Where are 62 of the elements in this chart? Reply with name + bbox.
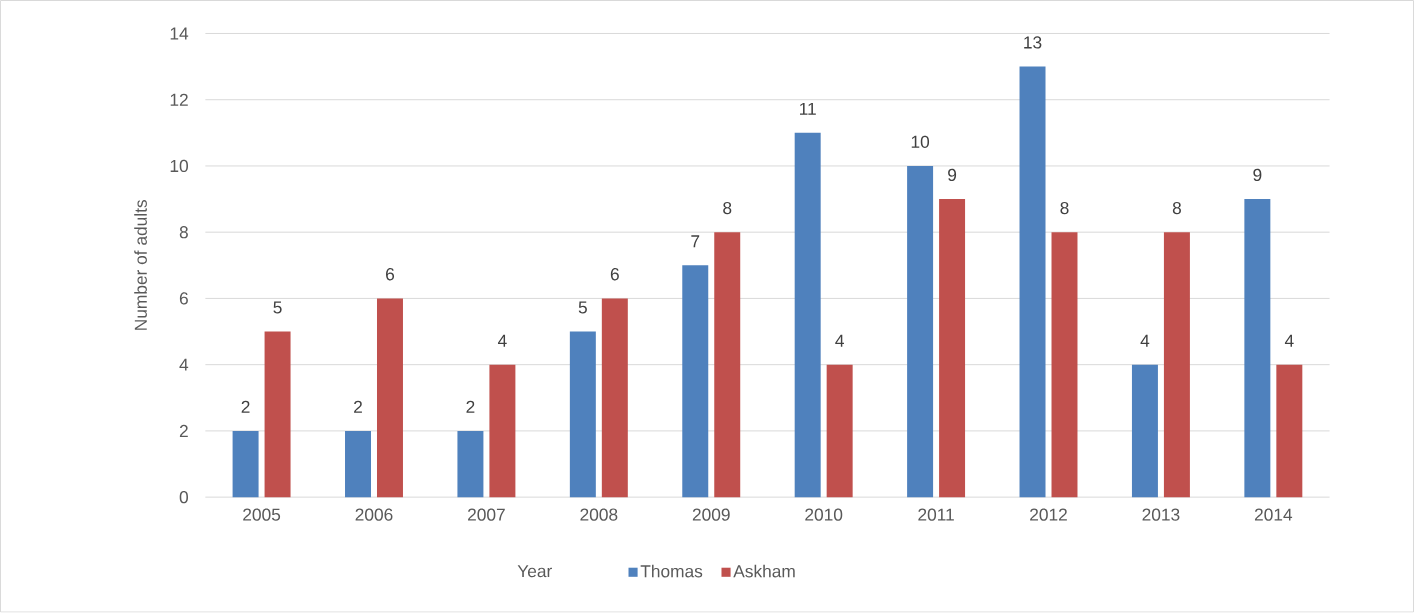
- y-tick-label: 4: [179, 358, 189, 371]
- x-tick-label: 2014: [1254, 508, 1293, 521]
- bar: [1019, 66, 1046, 498]
- data-label: 4: [1284, 334, 1294, 347]
- bar: [1276, 364, 1303, 498]
- x-tick-label: 2007: [468, 508, 505, 521]
- data-label: 11: [800, 103, 816, 116]
- y-tick-label: 2: [179, 425, 188, 438]
- x-tick-label: 2012: [1030, 508, 1067, 521]
- bar: [1244, 199, 1271, 498]
- bar: [826, 364, 853, 498]
- bar: [714, 232, 741, 498]
- data-label: 8: [1172, 202, 1181, 215]
- legend-label: Askham: [733, 564, 795, 578]
- x-tick-label: 2006: [355, 508, 393, 521]
- data-label: 7: [691, 235, 700, 248]
- data-label: 13: [1024, 36, 1042, 49]
- bar: [601, 298, 628, 498]
- x-axis-title: Year: [517, 565, 552, 578]
- bar: [345, 431, 371, 498]
- x-tick-label: 2005: [243, 508, 281, 521]
- data-label: 4: [835, 334, 844, 347]
- data-label: 6: [386, 268, 395, 281]
- data-label: 2: [354, 400, 362, 414]
- x-tick-label: 2011: [918, 508, 954, 521]
- bar: [907, 166, 934, 498]
- bar: [569, 331, 596, 498]
- y-tick-label: 14: [170, 27, 189, 40]
- bar: [376, 298, 403, 498]
- data-label: 9: [1253, 168, 1262, 182]
- bar: [1051, 232, 1078, 498]
- bar: [939, 199, 966, 498]
- bar: [457, 431, 484, 498]
- data-label: 4: [1140, 334, 1150, 347]
- y-axis-title: Number of adults: [134, 200, 147, 331]
- legend-label: Thomas: [640, 564, 703, 578]
- data-label: 5: [273, 301, 282, 314]
- bar: [264, 331, 291, 498]
- bar: [794, 133, 821, 498]
- x-tick-label: 2013: [1142, 508, 1180, 521]
- x-tick-label: 2010: [805, 508, 843, 521]
- data-label: 5: [578, 301, 587, 314]
- x-tick-label: 2008: [580, 508, 618, 521]
- y-tick-label: 8: [179, 226, 188, 239]
- bar: [682, 265, 709, 498]
- data-label: 2: [466, 400, 475, 414]
- bar: [232, 431, 259, 498]
- y-tick-label: 0: [179, 491, 188, 504]
- bar: [489, 364, 516, 498]
- data-label: 2: [241, 400, 250, 414]
- data-label: 9: [948, 168, 957, 182]
- data-label: 8: [1060, 202, 1069, 215]
- data-label: 10: [911, 135, 930, 149]
- data-label: 8: [723, 202, 732, 215]
- y-tick-label: 10: [170, 160, 188, 173]
- data-label: 4: [497, 334, 507, 347]
- bar: [1131, 364, 1158, 498]
- data-label: 6: [610, 268, 619, 281]
- x-tick-label: 2009: [692, 508, 730, 521]
- y-tick-label: 12: [170, 93, 188, 106]
- y-tick-label: 6: [179, 292, 188, 305]
- bar: [1163, 232, 1190, 498]
